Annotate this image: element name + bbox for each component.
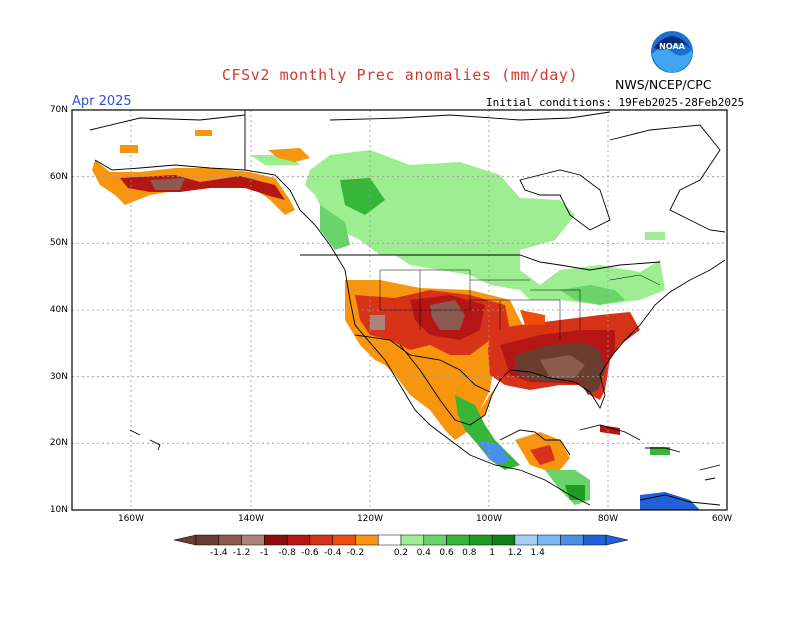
colorbar-swatch: [560, 534, 584, 546]
very-wet-mexico: [478, 440, 510, 465]
lon-label-60w: 60W: [711, 514, 733, 524]
chart-title: CFSv2 monthly Prec anomalies (mm/day): [221, 66, 579, 84]
lon-label-160w: 160W: [117, 514, 145, 524]
lat-label-10n: 10N: [49, 505, 68, 515]
dry-alaska: [92, 160, 295, 215]
forecast-month: Apr 2025: [72, 94, 132, 109]
colorbar-swatch: [537, 534, 561, 546]
colorbar-tick-label: -0.4: [323, 548, 342, 558]
graticule: [72, 110, 727, 510]
very-wet-south-america: [640, 492, 700, 510]
colorbar-tick-label: 0.4: [416, 548, 431, 558]
lat-label-40n: 40N: [49, 305, 68, 315]
colorbar-swatch: [423, 534, 447, 546]
lat-label-50n: 50N: [49, 238, 68, 248]
wet-canada-bc: [320, 205, 350, 250]
colorbar-tick-label: -0.8: [278, 548, 296, 558]
dry-mexico: [375, 355, 500, 440]
lon-label-120w: 120W: [356, 514, 384, 524]
colorbar-swatch: [491, 534, 516, 546]
lat-label-70n: 70N: [49, 105, 68, 115]
lat-label-60n: 60N: [49, 172, 68, 182]
colorbar-swatch: [355, 534, 379, 546]
colorbar-tick-label: -1.4: [209, 548, 228, 558]
colorbar-swatch: [446, 534, 470, 546]
lon-label-80w: 80W: [597, 514, 619, 524]
agency-label: NWS/NCEP/CPC: [615, 77, 712, 92]
colorbar-tick-label: 1: [489, 548, 495, 558]
wet-canada-moderate: [340, 178, 385, 215]
colorbar-swatch: [469, 534, 493, 546]
noaa-logo-icon: NOAA: [651, 31, 693, 73]
colorbar-tick-label: -0.2: [346, 548, 365, 558]
colorbar-swatch: [332, 534, 356, 546]
colorbar-tick-label: 1.4: [530, 548, 545, 558]
lat-label-30n: 30N: [49, 372, 68, 382]
colorbar-swatch: [195, 534, 220, 546]
colorbar-swatch: [218, 534, 242, 546]
lon-label-100w: 100W: [475, 514, 503, 524]
colorbar-tick-label: 0.2: [393, 548, 409, 558]
colorbar-swatch: [309, 534, 333, 546]
colorbar-tick-label: -0.6: [301, 548, 319, 558]
initial-conditions: Initial conditions: 19Feb2025-28Feb2025: [486, 96, 745, 109]
colorbar-tick-label: -1: [259, 548, 269, 558]
colorbar-swatch: [400, 534, 425, 546]
colorbar-swatch: [264, 534, 288, 546]
colorbar-swatch: [377, 534, 402, 546]
lon-label-140w: 140W: [237, 514, 265, 524]
colorbar-swatch: [582, 534, 607, 546]
lat-label-20n: 20N: [49, 438, 68, 448]
colorbar-swatch: [241, 534, 265, 546]
colorbar-tick-label: -1.2: [232, 548, 251, 558]
colorbar-tick-label: 0.6: [439, 548, 454, 558]
wet-canada: [305, 150, 665, 305]
colorbar-swatch: [514, 534, 538, 546]
coastlines: [89, 110, 726, 506]
colorbar: [173, 534, 629, 546]
dry-four-corners: [430, 300, 465, 330]
colorbar-swatch: [286, 534, 311, 546]
colorbar-arrow-left: [173, 534, 197, 546]
colorbar-tick-label: 1.2: [507, 548, 523, 558]
logo-text: NOAA: [659, 42, 685, 51]
colorbar-tick-label: 0.8: [462, 548, 477, 558]
anomaly-field: [92, 130, 700, 510]
map-frame: [71, 109, 728, 511]
colorbar-arrow-right: [605, 534, 629, 546]
